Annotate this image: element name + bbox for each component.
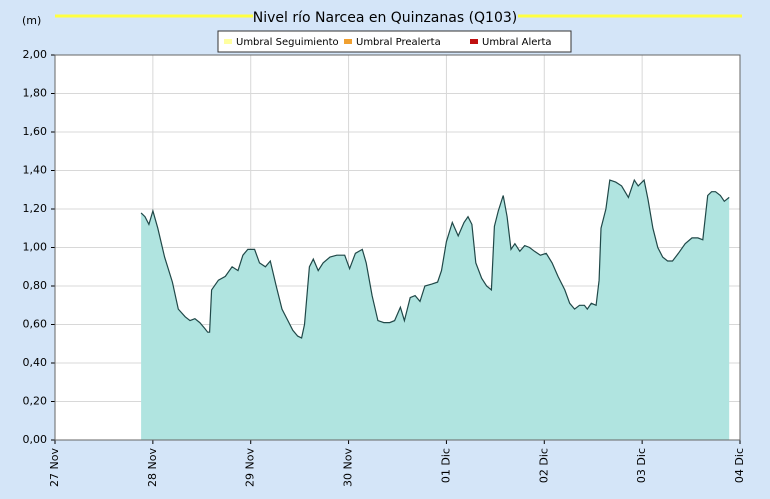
x-tick-label: 30 Nov: [342, 448, 355, 487]
x-tick-label: 28 Nov: [146, 448, 159, 487]
legend-box: [217, 30, 572, 53]
legend-label: Umbral Prealerta: [356, 37, 441, 48]
legend-swatch: [470, 39, 478, 44]
x-tick-label: 02 Dic: [537, 448, 550, 483]
y-tick-label: 1,00: [23, 241, 48, 254]
line: [140, 178, 730, 339]
legend-label: Umbral Alerta: [482, 37, 552, 48]
y-tick-label: 1,40: [23, 164, 48, 177]
plot-border: [54, 54, 741, 441]
legend-label: Umbral Seguimiento: [236, 37, 339, 48]
y-tick-label: 0,00: [23, 433, 48, 446]
legend-swatch: [224, 39, 232, 44]
x-tick-label: 03 Dic: [635, 448, 648, 483]
y-tick-label: 0,40: [23, 356, 48, 369]
y-tick-label: 0,80: [23, 279, 48, 292]
y-tick-label: 0,60: [23, 318, 48, 331]
y-tick-label: 1,80: [23, 87, 48, 100]
y-tick-label: 0,20: [23, 395, 48, 408]
chart-title: Nivel río Narcea en Quinzanas (Q103): [253, 10, 517, 26]
y-axis-label: (m): [22, 14, 41, 27]
area: [141, 180, 730, 440]
x-tick-label: 29 Nov: [244, 448, 257, 487]
x-tick-label: 01 Dic: [439, 448, 452, 483]
x-tick-label: 27 Nov: [48, 448, 61, 487]
legend-swatch: [344, 39, 352, 44]
y-tick-label: 1,60: [23, 125, 48, 138]
x-tick-label: 04 Dic: [733, 448, 746, 483]
y-tick-label: 1,20: [23, 202, 48, 215]
y-tick-label: 2,00: [23, 48, 48, 61]
title-bg: [253, 8, 518, 26]
